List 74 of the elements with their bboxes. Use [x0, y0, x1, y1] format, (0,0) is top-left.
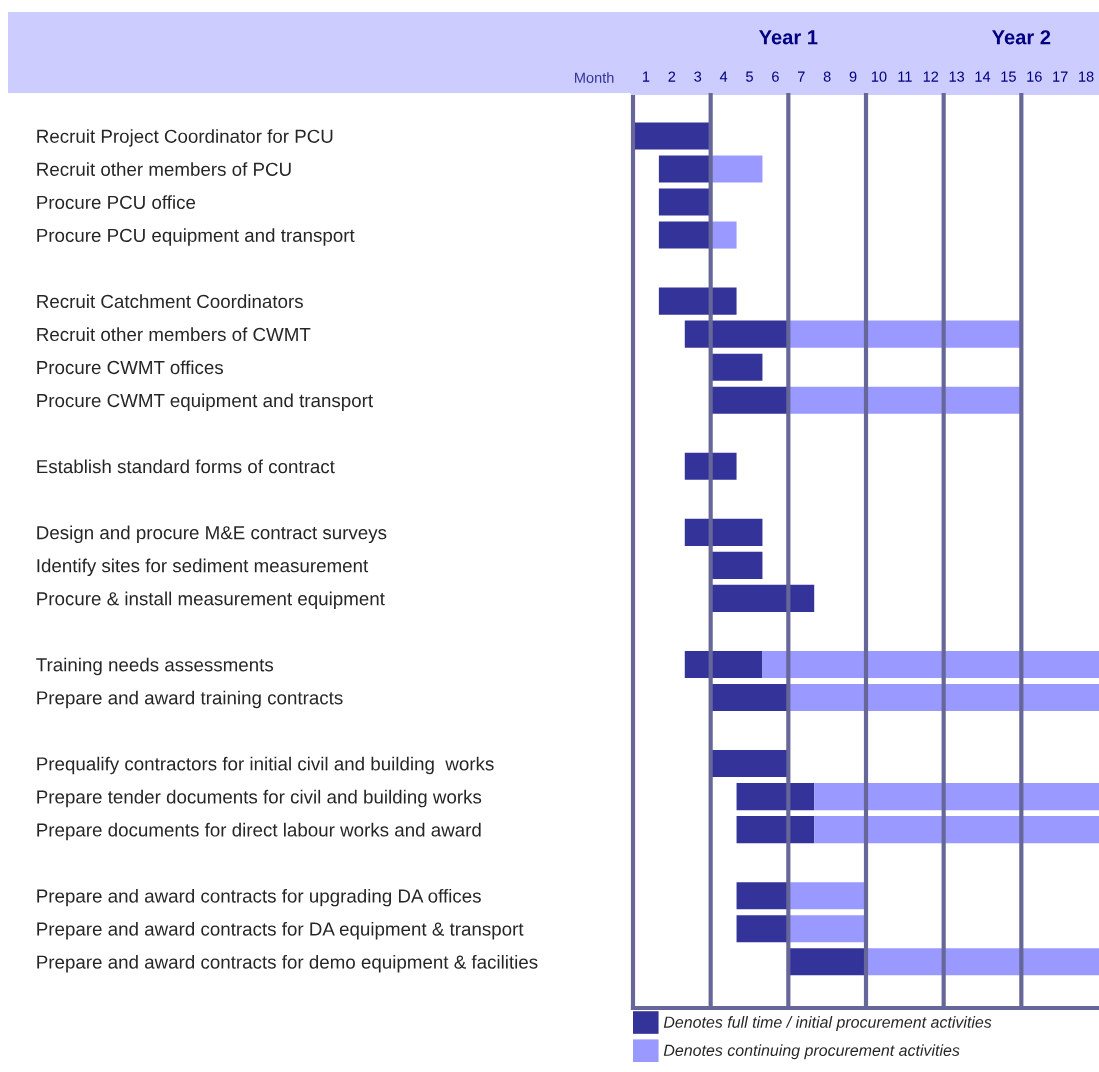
x-tick-label: 5 — [746, 71, 753, 82]
bar — [866, 948, 1099, 976]
y-tick-label: Prepare tender documents for civil and building works — [37, 789, 482, 808]
y-tick-label: Prepare and award contracts for demo equipment & facilities — [37, 954, 538, 973]
bar — [658, 188, 711, 216]
bar — [814, 816, 1099, 844]
x-tick-label: 8 — [823, 71, 831, 82]
legend-label: Denotes continuing procurement activities — [663, 1044, 960, 1060]
x-tick-label: 9 — [849, 71, 857, 82]
bar — [710, 386, 789, 414]
bar — [736, 816, 815, 844]
x-axis-title: Month — [575, 72, 614, 83]
x-tick-label: 4 — [719, 71, 728, 82]
bar — [684, 452, 737, 480]
x-tick-label: 14 — [975, 71, 991, 82]
x-tick-label: 3 — [694, 71, 702, 82]
y-tick-label: Prequalify contractors for initial civil and building works — [37, 756, 494, 775]
bar — [814, 783, 1099, 811]
bar — [658, 221, 711, 249]
x-tick-label: 16 — [1027, 71, 1042, 82]
x-tick-label: 15 — [1001, 71, 1016, 82]
bar — [710, 221, 737, 249]
x-tick-label: 17 — [1053, 71, 1068, 82]
bar — [658, 287, 737, 315]
bar — [633, 122, 711, 150]
y-tick-label: Prepare and award training contracts — [37, 690, 343, 709]
bar — [736, 915, 789, 943]
bar — [710, 551, 763, 579]
bar — [788, 882, 866, 910]
x-tick-label: 1 — [643, 71, 650, 82]
y-tick-label: Identify sites for sediment measurement — [37, 558, 369, 577]
x-tick-label: 10 — [871, 71, 887, 82]
bar — [762, 650, 1099, 679]
bar — [684, 650, 763, 679]
bar — [684, 320, 789, 348]
y-tick-label: Prepare documents for direct labour works and award — [37, 822, 481, 841]
text: Year 2 — [992, 30, 1051, 45]
bar — [658, 155, 711, 183]
x-tick-label: 11 — [898, 71, 912, 82]
legend-label: Denotes full time / initial procurement activities — [663, 1016, 992, 1031]
bar — [710, 155, 763, 183]
y-tick-label: Training needs assessments — [36, 657, 274, 676]
y-tick-label: Prepare and award contracts for upgrading DA offices — [37, 888, 481, 907]
bar — [788, 948, 866, 976]
bar — [788, 915, 866, 943]
bar — [710, 750, 789, 778]
y-tick-label: Procure PCU equipment and transport — [37, 228, 355, 246]
y-tick-label: Procure & install measurement equipment — [37, 591, 385, 610]
bar — [788, 386, 1022, 414]
y-tick-label: Recruit Catchment Coordinators — [37, 294, 303, 309]
y-tick-label: Recruit other members of PCU — [37, 162, 291, 176]
bar — [710, 683, 789, 712]
y-tick-label: Design and procure M&E contract surveys — [37, 525, 387, 544]
y-tick-label: Procure CWMT offices — [37, 360, 224, 375]
y-tick-label: Prepare and award contracts for DA equipment & transport — [37, 921, 524, 940]
y-tick-label: Establish standard forms of contract — [37, 459, 335, 474]
x-tick-label: 2 — [668, 71, 676, 82]
x-tick-label: 13 — [949, 71, 965, 82]
x-tick-label: 12 — [923, 71, 939, 82]
bar — [736, 882, 789, 910]
bar — [710, 353, 763, 381]
bar — [684, 518, 763, 546]
y-tick-label: Recruit Project Coordinator for PCU — [37, 129, 333, 147]
bar — [710, 584, 815, 612]
x-tick-label: 7 — [797, 71, 805, 82]
bar — [736, 783, 815, 811]
bar — [788, 320, 1022, 348]
bar — [788, 683, 1099, 712]
x-tick-label: 6 — [772, 71, 779, 82]
y-tick-label: Recruit other members of CWMT — [37, 327, 311, 342]
text: Year 1 — [759, 30, 818, 45]
y-tick-label: Procure PCU office — [37, 195, 196, 209]
y-tick-label: Procure CWMT equipment and transport — [37, 393, 373, 411]
x-tick-label: 18 — [1079, 71, 1094, 82]
